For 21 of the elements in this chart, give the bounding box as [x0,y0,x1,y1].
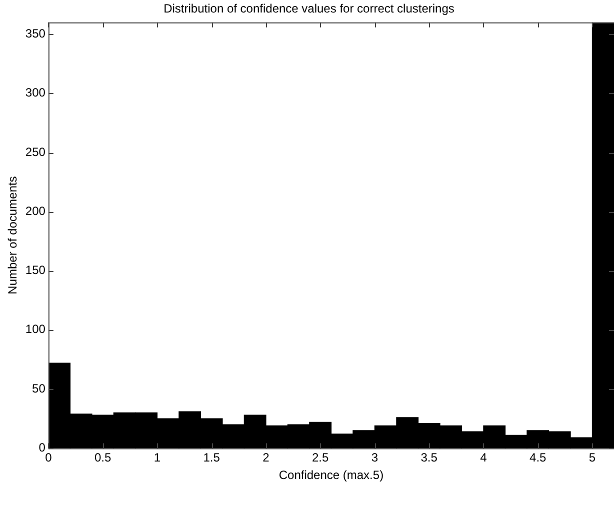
x-tick-label: 0.5 [94,450,112,465]
y-tick-label: 0 [38,440,46,455]
x-tick-label: 3.5 [420,450,438,465]
x-tick-label: 2 [262,450,270,465]
y-tick-label: 50 [32,381,46,396]
x-axis-title: Confidence (max.5) [278,468,384,482]
y-tick-label: 300 [25,86,46,100]
x-tick-label: 1 [154,450,161,465]
y-tick-label: 200 [25,204,46,218]
x-tick-label: 5 [588,450,596,465]
y-axis-title: Number of documents [6,176,20,294]
x-tick-label: 4 [480,450,488,465]
y-tick-label: 250 [25,144,46,159]
chart-title: Distribution of confidence values for correct clusterings [164,2,454,16]
y-tick-label: 100 [25,322,46,336]
x-tick-label: 3 [371,450,378,465]
x-tick-label: 1.5 [203,450,220,465]
y-tick-label: 150 [25,263,46,278]
x-tick-label: 4.5 [530,450,547,465]
y-tick-label: 350 [25,26,46,41]
x-tick-label: 2.5 [312,450,329,465]
